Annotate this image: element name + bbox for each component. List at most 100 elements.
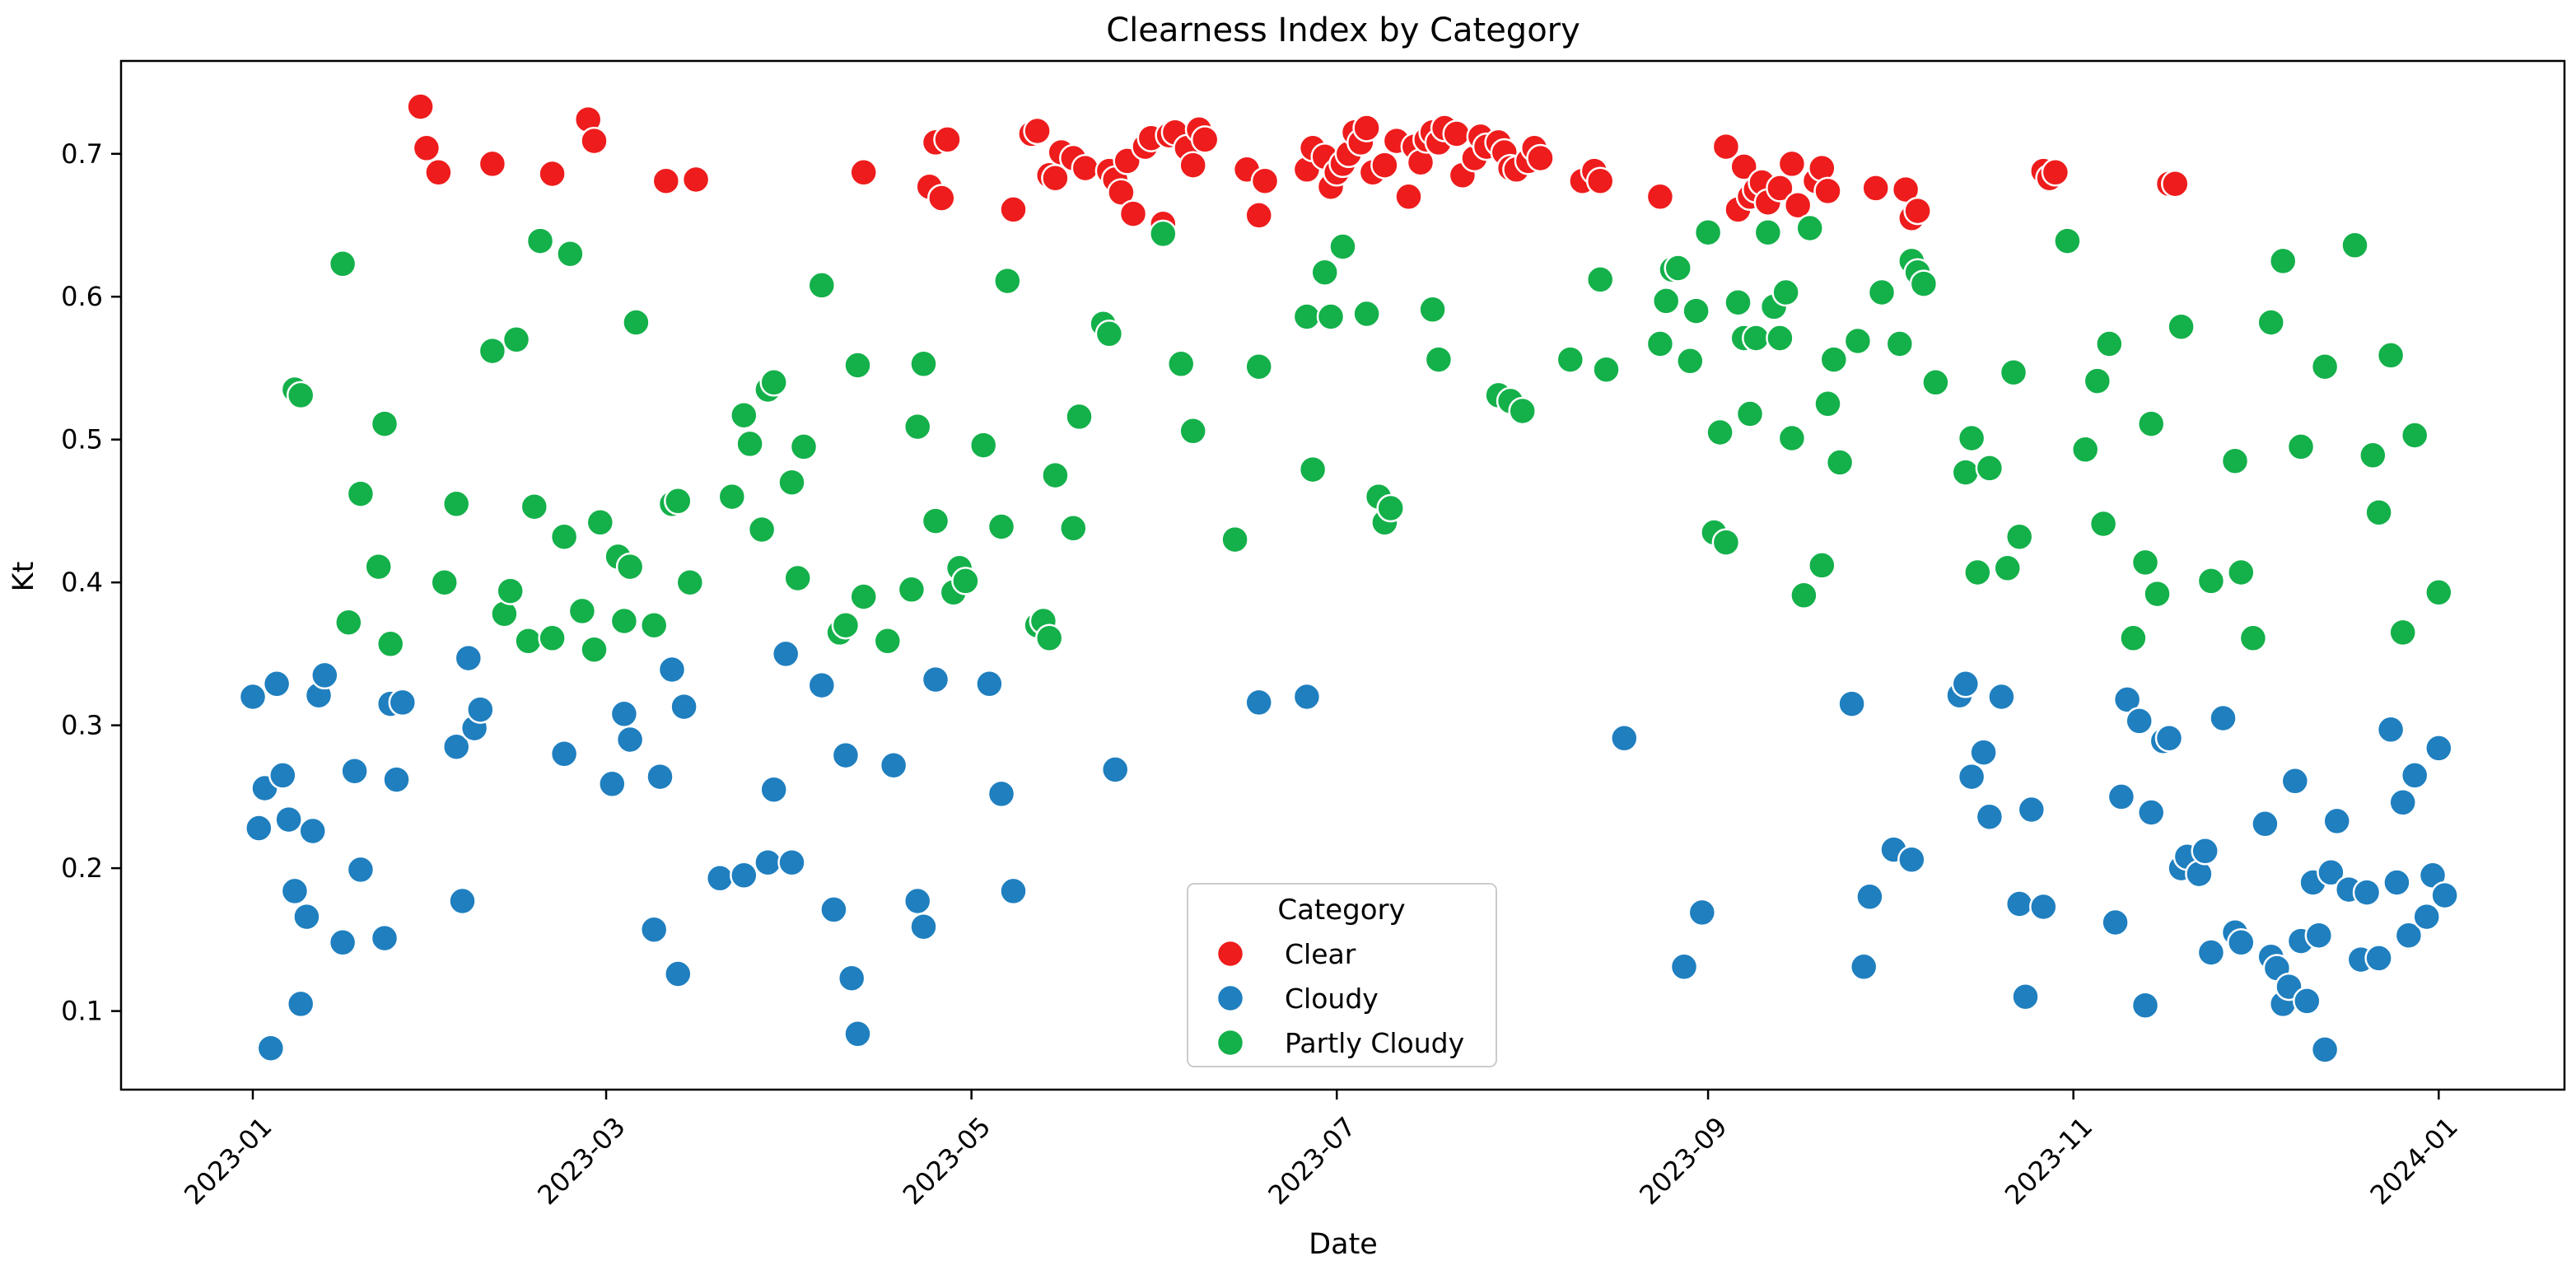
point-cloudy-36: [754, 847, 782, 877]
point-cloudy-1: [245, 814, 273, 843]
y-axis-ticks: 0.1 0.2 0.3 0.4 0.5 0.6 0.7: [61, 138, 121, 1027]
point-cloudy-24: [466, 695, 495, 724]
point-cloudy-0: [238, 682, 268, 712]
point-partly-cloudy-13: [502, 325, 531, 354]
point-partly-cloudy-15: [520, 492, 549, 521]
point-partly-cloudy-43: [843, 351, 872, 380]
point-clear-73: [1585, 166, 1615, 195]
point-cloudy-73: [2101, 908, 2130, 937]
y-tick-label: 0.1: [61, 996, 103, 1027]
point-partly-cloudy-112: [1867, 278, 1897, 307]
point-partly-cloudy-16: [525, 226, 555, 255]
y-tick-label: 0.2: [61, 852, 103, 884]
point-partly-cloudy-113: [1885, 329, 1915, 358]
point-partly-cloudy-109: [1819, 345, 1849, 374]
point-cloudy-77: [2130, 991, 2160, 1020]
point-cloudy-66: [1969, 738, 1998, 767]
point-clear-21: [1071, 153, 1100, 183]
point-cloudy-104: [2352, 878, 2382, 907]
point-partly-cloudy-36: [759, 368, 788, 397]
point-clear-91: [1903, 196, 1932, 226]
point-cloudy-72: [2029, 892, 2058, 922]
point-cloudy-46: [903, 886, 932, 916]
x-axis-ticks: 2023-01 2023-03 2023-05 2023-07 2023-09 2023-…: [178, 1090, 2464, 1211]
point-partly-cloudy-3: [334, 608, 363, 637]
point-cloudy-57: [1687, 898, 1717, 927]
point-partly-cloudy-42: [831, 610, 861, 640]
point-partly-cloudy-119: [1957, 423, 1986, 453]
point-cloudy-109: [2394, 921, 2424, 950]
point-cloudy-27: [609, 699, 639, 729]
point-partly-cloudy-24: [609, 606, 639, 636]
point-partly-cloudy-116: [1909, 269, 1939, 298]
plot-frame: [119, 59, 2566, 1091]
point-cloudy-6: [274, 805, 303, 834]
point-cloudy-99: [2310, 1035, 2340, 1064]
point-clear-4: [538, 159, 567, 189]
point-partly-cloudy-142: [2310, 352, 2340, 381]
point-partly-cloudy-132: [2136, 409, 2166, 438]
point-partly-cloudy-87: [1651, 287, 1681, 315]
point-clear-50: [1370, 151, 1399, 180]
point-clear-1: [412, 133, 441, 163]
point-cloudy-67: [1975, 802, 2004, 831]
point-cloudy-28: [615, 725, 645, 754]
point-partly-cloudy-131: [2130, 548, 2160, 577]
point-cloudy-85: [2196, 938, 2226, 967]
point-cloudy-39: [777, 847, 806, 877]
point-clear-16: [1023, 116, 1052, 146]
point-partly-cloudy-123: [1999, 357, 2028, 387]
point-cloudy-60: [1855, 882, 1884, 912]
point-partly-cloudy-74: [1352, 299, 1381, 329]
point-cloudy-41: [819, 895, 848, 924]
point-partly-cloudy-32: [730, 400, 758, 430]
point-cloudy-48: [921, 665, 950, 694]
point-partly-cloudy-47: [903, 412, 932, 441]
x-tick-label: 2023-03: [531, 1111, 631, 1211]
point-partly-cloudy-19: [556, 239, 585, 268]
point-partly-cloudy-31: [717, 482, 747, 511]
point-partly-cloudy-52: [951, 567, 980, 595]
point-partly-cloudy-48: [909, 349, 938, 379]
point-cloudy-43: [837, 964, 866, 992]
point-partly-cloudy-58: [1034, 623, 1064, 653]
point-partly-cloudy-100: [1753, 217, 1783, 247]
point-clear-3: [478, 149, 507, 179]
point-clear-13: [933, 125, 962, 154]
point-cloudy-34: [705, 864, 735, 893]
point-partly-cloudy-70: [1298, 455, 1328, 484]
legend-label-clear: Clear: [1285, 938, 1356, 970]
point-cloudy-8: [286, 989, 315, 1019]
point-cloudy-44: [843, 1020, 872, 1048]
point-cloudy-52: [1100, 755, 1130, 784]
point-partly-cloudy-103: [1771, 278, 1800, 307]
point-partly-cloudy-147: [2388, 618, 2417, 647]
point-partly-cloudy-7: [376, 629, 405, 659]
point-clear-89: [1891, 175, 1920, 204]
point-partly-cloudy-108: [1813, 390, 1842, 418]
point-partly-cloudy-40: [807, 271, 837, 300]
point-partly-cloudy-60: [1059, 514, 1088, 543]
point-partly-cloudy-61: [1065, 402, 1094, 432]
point-cloudy-14: [340, 756, 369, 786]
point-clear-7: [651, 166, 681, 195]
point-partly-cloudy-39: [789, 432, 819, 461]
point-clear-70: [1526, 143, 1555, 173]
point-cloudy-16: [370, 923, 399, 953]
point-cloudy-20: [441, 732, 471, 761]
point-partly-cloudy-118: [1951, 458, 1981, 487]
point-partly-cloudy-20: [567, 596, 597, 626]
point-partly-cloudy-148: [2400, 421, 2429, 450]
point-cloudy-98: [2304, 921, 2334, 950]
point-cloudy-3: [256, 1034, 286, 1062]
point-partly-cloudy-2: [328, 250, 357, 278]
point-partly-cloudy-69: [1292, 302, 1322, 331]
point-partly-cloudy-45: [873, 627, 903, 656]
point-cloudy-40: [807, 670, 837, 700]
point-cloudy-101: [2322, 806, 2351, 836]
point-partly-cloudy-17: [538, 623, 567, 653]
point-clear-87: [1813, 176, 1842, 206]
point-cloudy-12: [310, 661, 339, 690]
point-partly-cloudy-136: [2220, 446, 2250, 475]
point-partly-cloudy-92: [1693, 217, 1723, 247]
